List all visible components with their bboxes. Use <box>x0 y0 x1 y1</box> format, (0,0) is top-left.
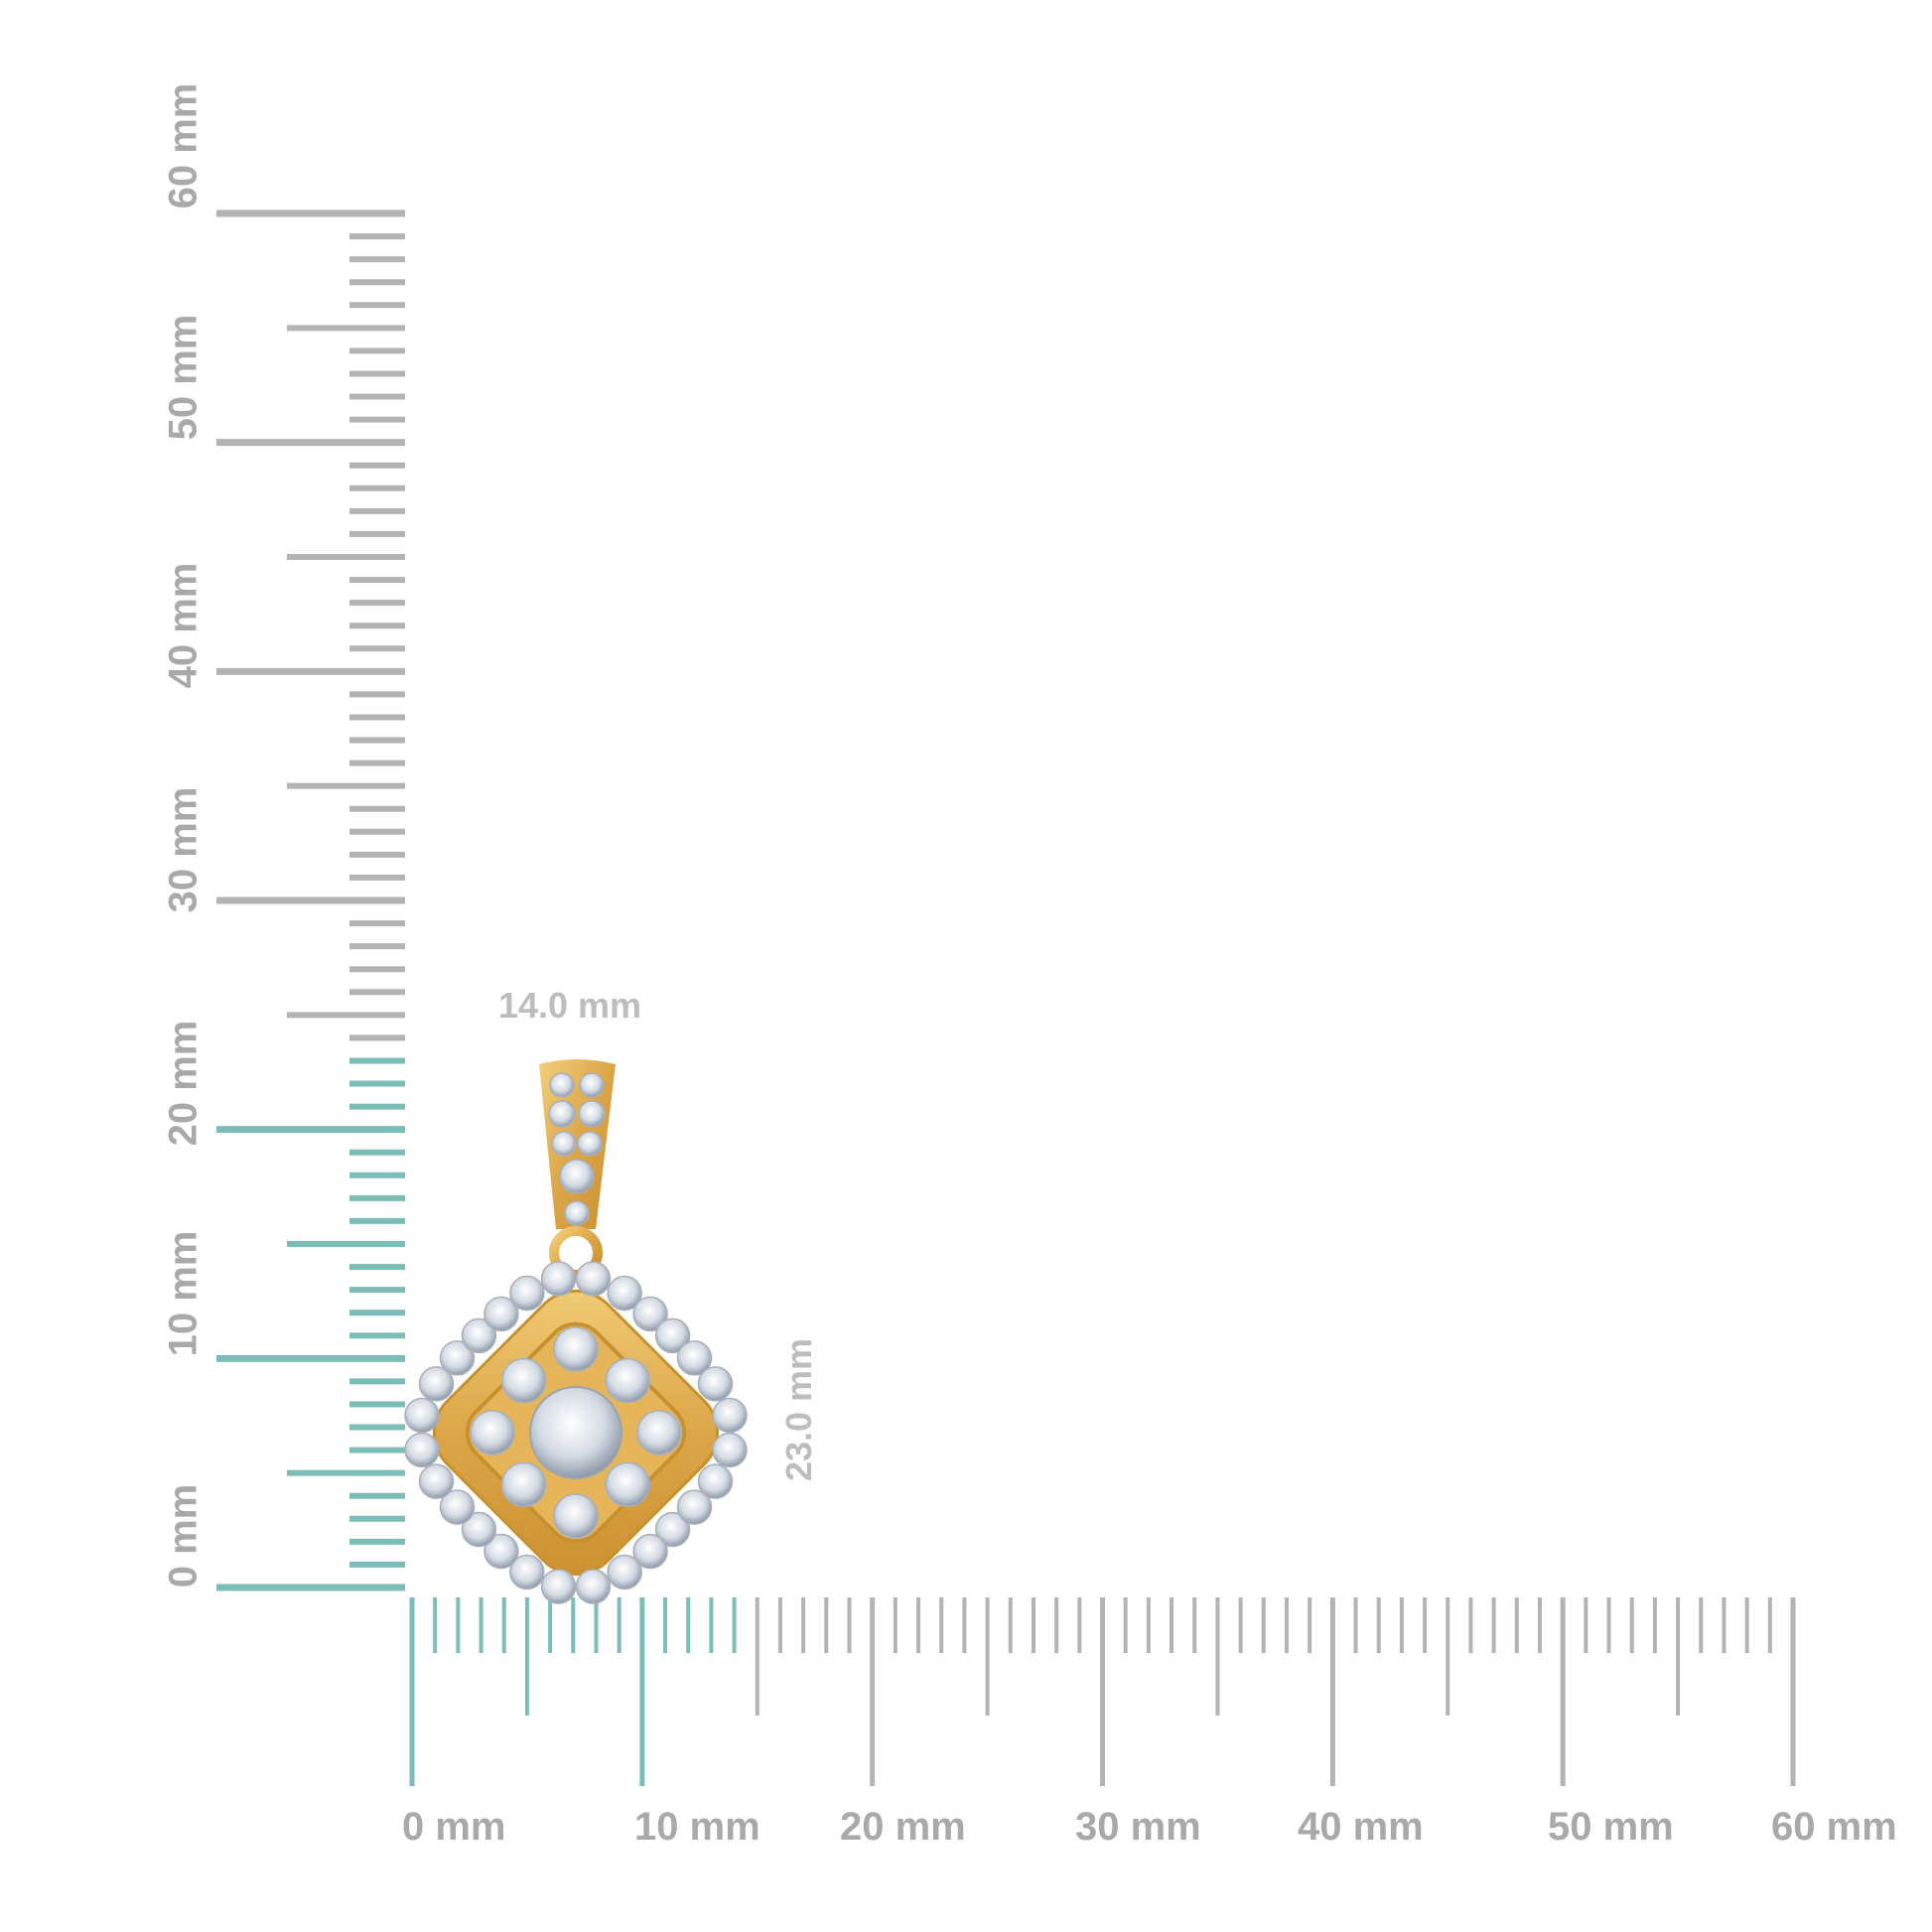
bail-stone <box>577 1131 603 1157</box>
inner-stone <box>470 1410 515 1455</box>
halo-stone <box>439 1340 476 1376</box>
horizontal-label-50: 50 mm <box>1548 1805 1674 1849</box>
vertical-label-60: 60 mm <box>161 82 206 209</box>
halo-stone <box>697 1463 734 1499</box>
halo-stone <box>575 1569 612 1604</box>
vertical-label-0: 0 mm <box>161 1483 206 1588</box>
halo-stone <box>483 1533 519 1570</box>
bail-stone <box>578 1100 606 1128</box>
center-stone <box>529 1386 622 1479</box>
inner-stone <box>553 1326 599 1372</box>
halo-stone <box>404 1432 440 1468</box>
width-dimension-label: 14.0 mm <box>497 985 642 1026</box>
halo-stone <box>712 1397 748 1434</box>
bail-stone <box>549 1072 575 1098</box>
halo-stone <box>461 1511 497 1548</box>
inner-stone <box>605 1461 651 1508</box>
horizontal-label-10: 10 mm <box>634 1805 760 1849</box>
inner-stone <box>553 1493 599 1539</box>
halo-stone <box>632 1533 668 1570</box>
halo-stone <box>483 1296 519 1332</box>
halo-stone <box>418 1366 455 1402</box>
inner-stone <box>605 1357 651 1404</box>
bail <box>539 1059 616 1229</box>
horizontal-label-60: 60 mm <box>1771 1805 1897 1849</box>
halo-stone <box>607 1275 642 1311</box>
inner-stone <box>500 1461 547 1508</box>
vertical-label-40: 40 mm <box>161 562 206 689</box>
halo-stone <box>607 1554 642 1590</box>
halo-stone <box>461 1317 497 1354</box>
vertical-label-10: 10 mm <box>161 1230 206 1357</box>
vertical-label-20: 20 mm <box>161 1020 206 1147</box>
vertical-label-30: 30 mm <box>161 786 206 913</box>
jump-ring <box>549 1226 603 1280</box>
bail-stone <box>548 1100 576 1128</box>
horizontal-label-30: 30 mm <box>1075 1805 1201 1849</box>
bail-stone <box>559 1159 595 1194</box>
halo-stone <box>509 1554 545 1590</box>
horizontal-label-40: 40 mm <box>1298 1805 1424 1849</box>
bail-stone <box>564 1200 590 1226</box>
bail-stone <box>551 1131 577 1157</box>
pendant-head <box>404 1261 748 1604</box>
height-dimension-label: 23.0 mm <box>778 1337 819 1482</box>
horizontal-label-20: 20 mm <box>840 1805 966 1849</box>
halo-stone <box>654 1511 691 1548</box>
halo-stone <box>439 1489 476 1525</box>
vertical-label-50: 50 mm <box>161 314 206 441</box>
halo-stone <box>509 1275 545 1311</box>
halo-stone <box>697 1366 734 1402</box>
halo-stone <box>676 1340 713 1376</box>
horizontal-label-0: 0 mm <box>402 1805 506 1849</box>
halo-stone <box>632 1296 668 1332</box>
inner-stone <box>500 1357 547 1404</box>
halo-stone <box>540 1569 577 1604</box>
halo-stone <box>404 1397 440 1434</box>
halo-stone <box>575 1261 612 1297</box>
halo-stone <box>418 1463 455 1499</box>
halo-stone <box>654 1317 691 1354</box>
halo-stone <box>712 1432 748 1468</box>
bail-stone <box>579 1072 605 1098</box>
halo-stone <box>540 1261 577 1297</box>
halo-stone <box>676 1489 713 1525</box>
inner-stone <box>636 1410 682 1455</box>
